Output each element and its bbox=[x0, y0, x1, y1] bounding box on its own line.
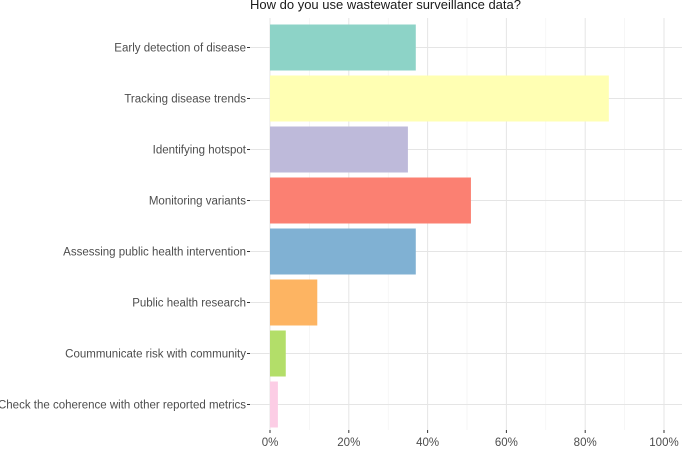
x-tick-label: 40% bbox=[416, 437, 439, 449]
x-tick-label: 80% bbox=[574, 437, 597, 449]
bar bbox=[270, 330, 286, 377]
x-axis-ticks: 0% 20% 40% 60% 80% 100% bbox=[262, 430, 679, 449]
chart-title: How do you use wastewater surveillance d… bbox=[250, 0, 521, 12]
category-label: Identifying hotspot bbox=[153, 145, 247, 157]
bar bbox=[270, 228, 416, 275]
bar bbox=[270, 279, 318, 326]
category-label: Check the coherence with other reported … bbox=[0, 400, 246, 412]
bar bbox=[270, 24, 416, 71]
category-labels: Early detection of disease Tracking disea… bbox=[0, 43, 250, 412]
bar bbox=[270, 126, 408, 173]
bars bbox=[270, 24, 609, 428]
bar bbox=[270, 381, 278, 428]
bar bbox=[270, 75, 609, 122]
category-label: Public health research bbox=[132, 298, 246, 310]
category-label: Tracking disease trends bbox=[124, 94, 246, 106]
x-tick-label: 100% bbox=[649, 437, 678, 449]
bar bbox=[270, 177, 471, 224]
category-label: Monitoring variants bbox=[149, 196, 246, 208]
x-tick-label: 20% bbox=[337, 437, 360, 449]
category-label: Early detection of disease bbox=[114, 43, 246, 55]
category-label: Coummunicate risk with community bbox=[65, 349, 246, 361]
category-label: Assessing public health intervention bbox=[63, 247, 246, 259]
x-tick-label: 60% bbox=[495, 437, 518, 449]
x-tick-label: 0% bbox=[262, 437, 279, 449]
